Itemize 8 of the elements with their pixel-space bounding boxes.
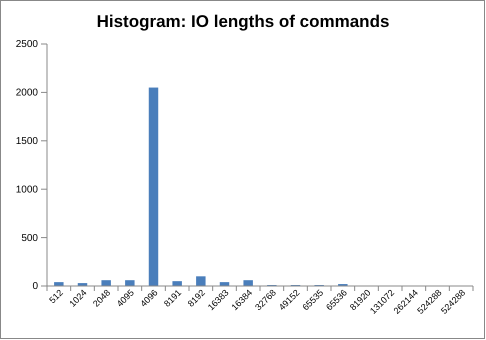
y-tick-label: 0 (32, 281, 38, 292)
y-tick-label: 2000 (16, 88, 38, 99)
chart-title: Histogram: IO lengths of commands (96, 12, 390, 31)
y-tick-label: 1500 (16, 136, 38, 147)
y-tick-label: 500 (21, 232, 38, 244)
x-tick-label: 512 (47, 288, 65, 306)
y-tick-label: 1000 (16, 184, 38, 196)
y-tick-label: 2500 (16, 39, 38, 50)
